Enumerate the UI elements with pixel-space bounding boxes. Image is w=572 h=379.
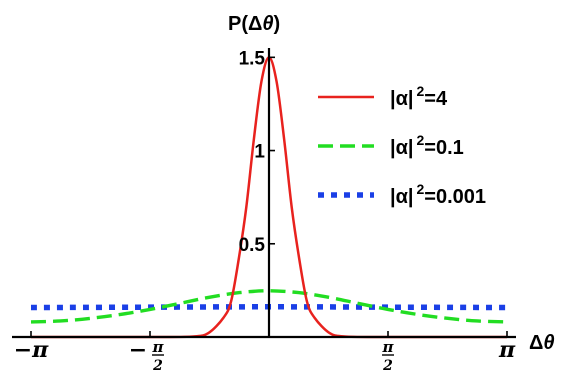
legend-label-post-1: =0.1 bbox=[424, 137, 463, 159]
legend-label-2: |α| 2=0.001 bbox=[390, 181, 486, 208]
y-tick-label-2: 1.5 bbox=[239, 48, 266, 69]
legend-label-sup-1: 2 bbox=[417, 132, 425, 148]
y-ticks: 0.5 1 1.5 bbox=[239, 48, 275, 256]
legend-label-pre-2: |α| bbox=[390, 186, 414, 208]
y-axis-label: P(Δθ) bbox=[228, 13, 280, 35]
x-axis-label-main: Δ bbox=[529, 332, 543, 354]
series-line-1 bbox=[30, 289, 508, 324]
y-tick-label-0: 0.5 bbox=[239, 235, 266, 256]
x-tick-den-1: 2 bbox=[152, 358, 163, 374]
x-tick-label-3: π bbox=[498, 337, 516, 363]
x-tick-num-1: π bbox=[152, 338, 165, 356]
legend-label-pre-1: |α| bbox=[390, 137, 414, 159]
x-axis-label-var: θ bbox=[543, 332, 554, 354]
legend-label-pre-0: |α| bbox=[390, 88, 414, 110]
legend-label-sup-2: 2 bbox=[417, 181, 425, 197]
x-tick-label-0: −π bbox=[14, 337, 49, 363]
legend-label-post-0: =4 bbox=[424, 88, 448, 110]
legend-label-0: |α| 2=4 bbox=[390, 83, 448, 110]
legend-label-post-2: =0.001 bbox=[424, 186, 486, 208]
x-tick-den-2: 2 bbox=[382, 358, 393, 374]
legend: |α| 2=4|α| 2=0.1|α| 2=0.001 bbox=[318, 83, 486, 208]
x-tick-num-2: π bbox=[382, 338, 395, 356]
x-tick-sign-1: − bbox=[129, 337, 147, 363]
y-axis-label-pre: P(Δ bbox=[228, 13, 262, 35]
y-tick-label-1: 1 bbox=[254, 142, 265, 163]
legend-label-1: |α| 2=0.1 bbox=[390, 132, 464, 159]
y-axis-label-post: ) bbox=[274, 13, 281, 35]
y-axis-label-var: θ bbox=[262, 13, 273, 35]
legend-label-sup-0: 2 bbox=[417, 83, 425, 99]
x-axis-label: Δθ bbox=[529, 332, 555, 354]
